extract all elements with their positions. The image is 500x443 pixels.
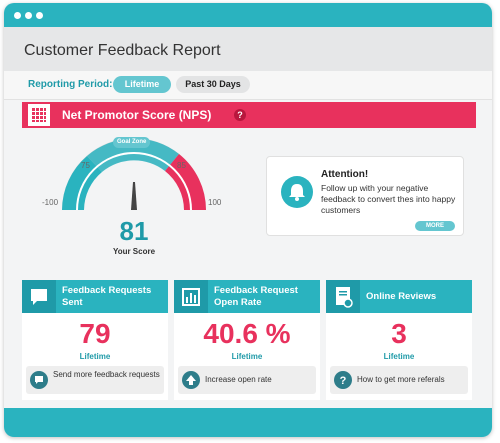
card-open-rate: Feedback Request Open Rate 40.6 % Lifeti… xyxy=(174,280,320,400)
chat-bubble-icon xyxy=(22,280,56,313)
grid-icon xyxy=(28,104,50,126)
card-footer-link[interactable]: ? How to get more referals xyxy=(330,366,468,394)
period-option-past-30-days[interactable]: Past 30 Days xyxy=(176,76,250,93)
card-feedback-requests: Feedback Requests Sent 79 Lifetime Send … xyxy=(22,280,168,400)
nps-header: Net Promotor Score (NPS) ? xyxy=(22,102,476,128)
card-online-reviews: Online Reviews 3 Lifetime ? How to get m… xyxy=(326,280,472,400)
nps-score: 81 xyxy=(119,216,149,246)
card-title: Feedback Requests Sent xyxy=(62,285,152,308)
chat-bubble-icon xyxy=(30,371,48,389)
arrow-up-icon xyxy=(182,371,200,389)
gauge-label-min: -100 xyxy=(42,198,59,207)
attention-text: Follow up with your negative feedback to… xyxy=(321,183,456,215)
window-dot-icon[interactable] xyxy=(25,12,32,19)
period-option-lifetime[interactable]: Lifetime xyxy=(113,76,171,93)
card-period: Lifetime xyxy=(79,352,111,361)
card-title: Online Reviews xyxy=(366,291,437,302)
card-value: 40.6 % xyxy=(203,318,291,349)
reporting-period-label: Reporting Period: xyxy=(28,79,113,90)
card-value: 3 xyxy=(391,318,407,349)
question-icon: ? xyxy=(334,371,352,389)
report-header: Customer Feedback Report xyxy=(4,27,492,71)
card-value: 79 xyxy=(79,318,111,349)
window-dot-icon[interactable] xyxy=(14,12,21,19)
card-footer-link[interactable]: Send more feedback requests xyxy=(26,366,164,394)
gauge-label-low: 75 xyxy=(81,161,90,170)
card-header: Feedback Requests Sent xyxy=(22,280,168,313)
card-footer-text: Increase open rate xyxy=(205,375,272,384)
card-period: Lifetime xyxy=(383,352,415,361)
nps-title: Net Promotor Score (NPS) xyxy=(62,108,212,122)
bell-icon xyxy=(281,176,313,208)
score-label: Your Score xyxy=(112,247,156,256)
page-title: Customer Feedback Report xyxy=(24,42,221,59)
bar-chart-icon xyxy=(174,280,208,313)
gauge-dial xyxy=(62,138,206,211)
document-check-icon xyxy=(326,280,360,313)
reporting-period-bar: Reporting Period: Lifetime Past 30 Days xyxy=(4,71,492,100)
browser-window: Customer Feedback Report Reporting Perio… xyxy=(4,3,492,437)
nps-gauge: -100 75 85 100 Goal Zone 81 Your Score xyxy=(34,130,234,270)
card-header: Feedback Request Open Rate xyxy=(174,280,320,313)
card-footer-link[interactable]: Increase open rate xyxy=(178,366,316,394)
help-icon[interactable]: ? xyxy=(234,109,246,121)
gauge-label-max: 100 xyxy=(208,198,222,207)
attention-panel: Attention! Follow up with your negative … xyxy=(266,156,464,236)
attention-title: Attention! xyxy=(321,169,369,180)
footer-bar xyxy=(4,408,492,437)
goal-zone-badge: Goal Zone xyxy=(113,137,151,148)
card-header: Online Reviews xyxy=(326,280,472,313)
card-footer-text: Send more feedback requests xyxy=(53,370,160,379)
card-period: Lifetime xyxy=(231,352,263,361)
card-title: Feedback Request Open Rate xyxy=(214,285,298,308)
svg-text:?: ? xyxy=(340,375,347,387)
card-footer-text: How to get more referals xyxy=(357,375,445,384)
window-titlebar xyxy=(4,3,492,27)
more-button[interactable]: MORE xyxy=(415,221,455,231)
window-dot-icon[interactable] xyxy=(36,12,43,19)
gauge-label-high: 85 xyxy=(177,161,186,170)
